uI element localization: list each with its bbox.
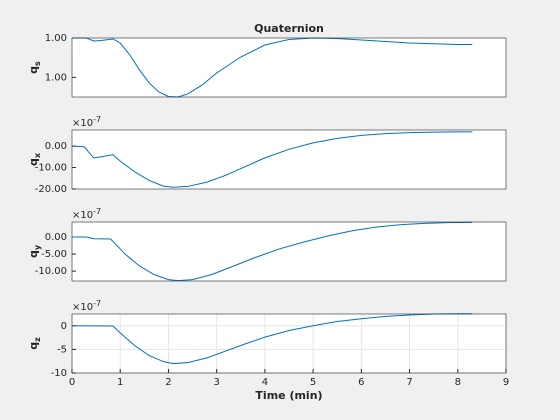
y-axis-label: qz bbox=[27, 337, 42, 350]
x-tick-label: 7 bbox=[406, 377, 412, 388]
axes-background bbox=[72, 314, 506, 373]
exponent-power: -7 bbox=[93, 207, 101, 216]
axis-exponent: ×10-7 bbox=[72, 207, 101, 222]
chart-title: Quaternion bbox=[254, 22, 324, 35]
axis-exponent: ×10-7 bbox=[72, 299, 101, 314]
axes-box bbox=[71, 221, 507, 282]
y-label-sub: x bbox=[33, 152, 42, 158]
y-label-base: q bbox=[27, 250, 40, 258]
data-line bbox=[71, 313, 473, 365]
y-label-sub: s bbox=[33, 61, 42, 66]
x-tick-label: 0 bbox=[69, 377, 75, 388]
y-tick-label: 1.00 bbox=[45, 33, 67, 44]
y-tick-label: -10.00 bbox=[35, 266, 67, 277]
y-axis-label: qs bbox=[27, 61, 42, 74]
y-label-base: q bbox=[27, 158, 40, 166]
y-tick-label: -10 bbox=[51, 368, 67, 379]
y-label-sub: z bbox=[33, 337, 42, 342]
y-axis-label: qy bbox=[27, 244, 42, 258]
axes-box bbox=[71, 129, 507, 190]
x-tick-label: 2 bbox=[165, 377, 171, 388]
y-axis-label: qx bbox=[27, 152, 42, 166]
exponent-base: ×10 bbox=[72, 210, 93, 221]
data-line bbox=[72, 221, 473, 282]
x-tick-label: 8 bbox=[455, 377, 461, 388]
axes-background bbox=[72, 130, 506, 189]
x-tick-label: 1 bbox=[117, 377, 123, 388]
exponent-base: ×10 bbox=[72, 302, 93, 313]
y-tick-label: 0.00 bbox=[45, 141, 67, 152]
y-tick-label: -5.00 bbox=[41, 249, 67, 260]
x-tick-label: 9 bbox=[503, 377, 509, 388]
data-line bbox=[71, 131, 473, 188]
x-tick-label: 3 bbox=[213, 377, 219, 388]
axis-exponent: ×10-7 bbox=[72, 115, 101, 130]
y-tick-label: 0 bbox=[61, 321, 67, 332]
y-tick-label: 0.00 bbox=[45, 232, 67, 243]
y-label-base: q bbox=[27, 342, 40, 350]
y-label-base: q bbox=[27, 66, 40, 74]
y-tick-label: 1.00 bbox=[45, 72, 67, 83]
exponent-power: -7 bbox=[93, 115, 101, 124]
axes-background bbox=[72, 222, 506, 281]
y-tick-label: -20.00 bbox=[35, 184, 67, 195]
x-tick-label: 6 bbox=[358, 377, 364, 388]
exponent-power: -7 bbox=[93, 299, 101, 308]
x-axis-label: Time (min) bbox=[255, 389, 322, 402]
axes-box bbox=[71, 37, 507, 98]
x-tick-label: 4 bbox=[262, 377, 268, 388]
y-label-sub: y bbox=[33, 244, 42, 250]
data-line bbox=[72, 37, 473, 98]
exponent-base: ×10 bbox=[72, 118, 93, 129]
y-tick-label: -5 bbox=[57, 344, 67, 355]
axes-background bbox=[72, 38, 506, 97]
y-tick-label: -10.00 bbox=[35, 163, 67, 174]
axes-box bbox=[71, 313, 507, 374]
x-tick-label: 5 bbox=[310, 377, 316, 388]
